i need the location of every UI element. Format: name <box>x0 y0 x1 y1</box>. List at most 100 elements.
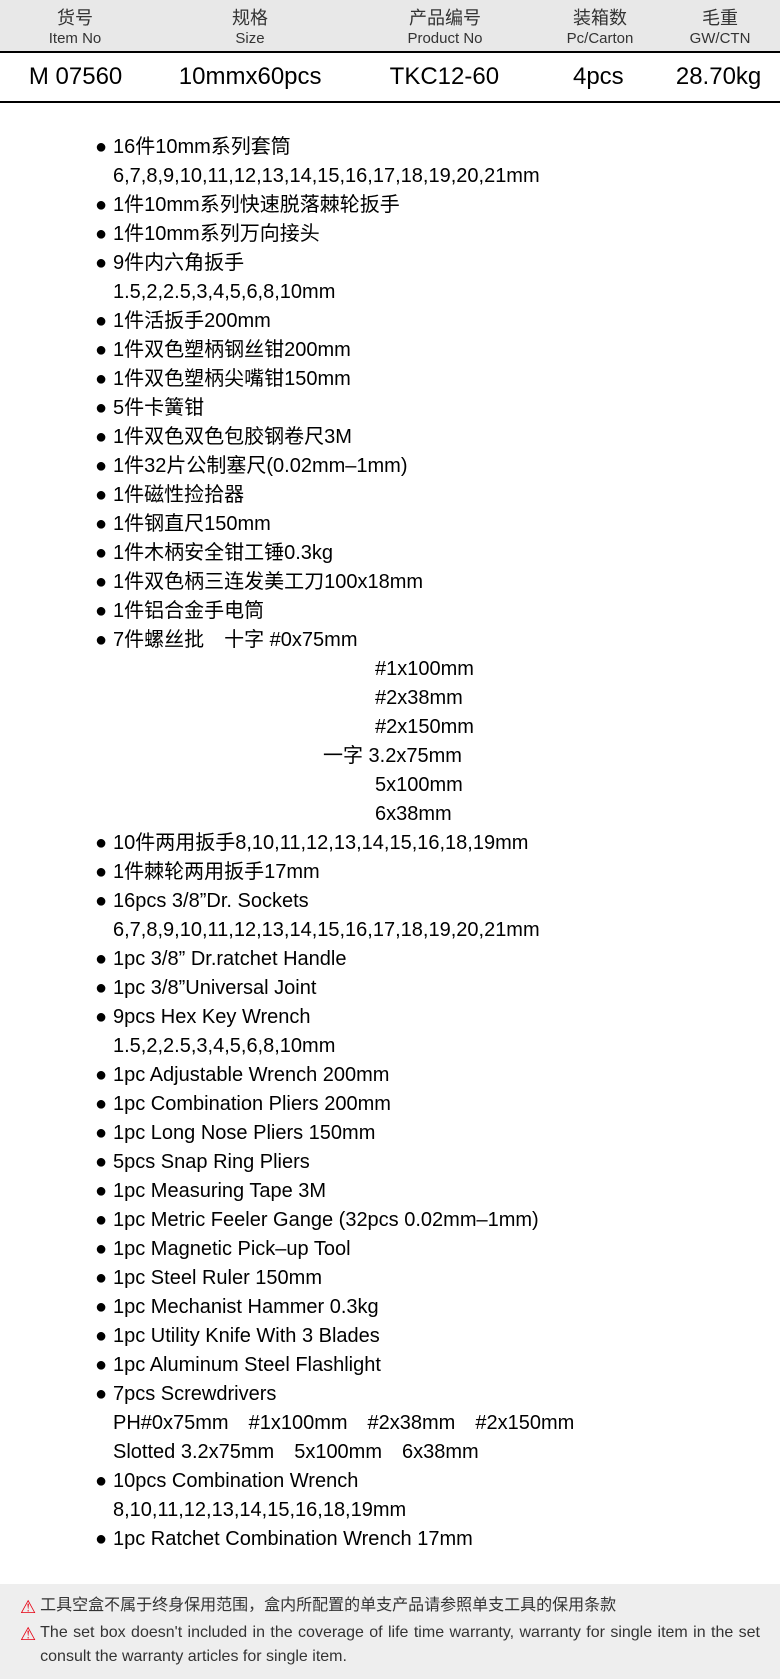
list-item: 6,7,8,9,10,11,12,13,14,15,16,17,18,19,20… <box>95 916 780 945</box>
bullet-icon: ● <box>95 829 113 858</box>
list-item: ●9件内六角扳手 <box>95 249 780 278</box>
list-item: ●5件卡簧钳 <box>95 394 780 423</box>
list-item: ●1pc Adjustable Wrench 200mm <box>95 1061 780 1090</box>
bullet-icon: ● <box>95 133 113 162</box>
list-item: ●16件10mm系列套筒 <box>95 133 780 162</box>
bullet-icon: ● <box>95 974 113 1003</box>
list-item: ●1件32片公制塞尺(0.02mm–1mm) <box>95 452 780 481</box>
list-item: ●5pcs Snap Ring Pliers <box>95 1148 780 1177</box>
bullet-icon: ● <box>95 365 113 394</box>
bullet-icon: ● <box>95 249 113 278</box>
list-item: ●1件活扳手200mm <box>95 307 780 336</box>
bullet-icon: ● <box>95 220 113 249</box>
list-item: ●1pc Aluminum Steel Flashlight <box>95 1351 780 1380</box>
bullet-icon: ● <box>95 626 113 655</box>
bullet-icon: ● <box>95 1090 113 1119</box>
bullet-icon: ● <box>95 1003 113 1032</box>
footer-warranty: ⚠ 工具空盒不属于终身保用范围，盒内所配置的单支产品请参照单支工具的保用条款 ⚠… <box>0 1584 780 1679</box>
list-item: ●1pc Mechanist Hammer 0.3kg <box>95 1293 780 1322</box>
list-item: ●1件10mm系列万向接头 <box>95 220 780 249</box>
bullet-icon: ● <box>95 945 113 974</box>
list-item: 1.5,2,2.5,3,4,5,6,8,10mm <box>95 1032 780 1061</box>
list-item: ●1件棘轮两用扳手17mm <box>95 858 780 887</box>
list-item: ●1件10mm系列快速脱落棘轮扳手 <box>95 191 780 220</box>
bullet-icon: ● <box>95 481 113 510</box>
list-item: #2x150mm <box>95 713 780 742</box>
value-gw: 28.70kg <box>659 55 778 99</box>
list-item: ●1pc 3/8” Dr.ratchet Handle <box>95 945 780 974</box>
spec-header-table: 货号 Item No 规格 Size 产品编号 Product No 装箱数 P… <box>0 0 780 51</box>
list-item: 6,7,8,9,10,11,12,13,14,15,16,17,18,19,20… <box>95 162 780 191</box>
value-item-no: M 07560 <box>2 55 149 99</box>
list-item: ●1pc Long Nose Pliers 150mm <box>95 1119 780 1148</box>
bullet-icon: ● <box>95 1177 113 1206</box>
list-item: 5x100mm <box>95 771 780 800</box>
bullet-icon: ● <box>95 1148 113 1177</box>
bullet-icon: ● <box>95 307 113 336</box>
list-item: PH#0x75mm #1x100mm #2x38mm #2x150mm <box>95 1409 780 1438</box>
list-item: ●1件钢直尺150mm <box>95 510 780 539</box>
list-item: ●1pc Utility Knife With 3 Blades <box>95 1322 780 1351</box>
list-item: ●1件双色双色包胶钢卷尺3M <box>95 423 780 452</box>
list-item: ●1pc Metric Feeler Gange (32pcs 0.02mm–1… <box>95 1206 780 1235</box>
list-item: ●7件螺丝批 十字 #0x75mm <box>95 626 780 655</box>
bullet-icon: ● <box>95 1351 113 1380</box>
list-item: ●16pcs 3/8”Dr. Sockets <box>95 887 780 916</box>
bullet-icon: ● <box>95 597 113 626</box>
list-item: Slotted 3.2x75mm 5x100mm 6x38mm <box>95 1438 780 1467</box>
bullet-icon: ● <box>95 394 113 423</box>
warning-icon: ⚠ <box>20 1621 36 1648</box>
value-product-no: TKC12-60 <box>351 55 537 99</box>
list-item: ●1件双色柄三连发美工刀100x18mm <box>95 568 780 597</box>
list-item: ●1件磁性捡拾器 <box>95 481 780 510</box>
list-item: 1.5,2,2.5,3,4,5,6,8,10mm <box>95 278 780 307</box>
bullet-icon: ● <box>95 423 113 452</box>
bullet-icon: ● <box>95 1061 113 1090</box>
bullet-icon: ● <box>95 1293 113 1322</box>
list-item: ●1pc Steel Ruler 150mm <box>95 1264 780 1293</box>
bullet-icon: ● <box>95 539 113 568</box>
header-size: 规格 Size <box>150 0 350 51</box>
bullet-icon: ● <box>95 1235 113 1264</box>
warning-icon: ⚠ <box>20 1594 36 1621</box>
list-item: #1x100mm <box>95 655 780 684</box>
list-item: ●9pcs Hex Key Wrench <box>95 1003 780 1032</box>
list-item: ●1件双色塑柄尖嘴钳150mm <box>95 365 780 394</box>
bullet-icon: ● <box>95 1119 113 1148</box>
list-item: #2x38mm <box>95 684 780 713</box>
list-item: ●10件两用扳手8,10,11,12,13,14,15,16,18,19mm <box>95 829 780 858</box>
list-item: ●7pcs Screwdrivers <box>95 1380 780 1409</box>
value-carton: 4pcs <box>540 55 658 99</box>
bullet-icon: ● <box>95 1322 113 1351</box>
list-item: ●1件铝合金手电筒 <box>95 597 780 626</box>
bullet-icon: ● <box>95 858 113 887</box>
bullet-icon: ● <box>95 1380 113 1409</box>
bullet-icon: ● <box>95 1525 113 1554</box>
list-item: ●1件木柄安全钳工锤0.3kg <box>95 539 780 568</box>
list-item: ●1pc Magnetic Pick–up Tool <box>95 1235 780 1264</box>
header-item-no: 货号 Item No <box>0 0 150 51</box>
bullet-icon: ● <box>95 336 113 365</box>
bullet-icon: ● <box>95 452 113 481</box>
bullet-icon: ● <box>95 1467 113 1496</box>
bullet-icon: ● <box>95 1206 113 1235</box>
list-item: 8,10,11,12,13,14,15,16,18,19mm <box>95 1496 780 1525</box>
list-item: ●1pc Measuring Tape 3M <box>95 1177 780 1206</box>
spec-data-row: M 07560 10mmx60pcs TKC12-60 4pcs 28.70kg <box>0 51 780 103</box>
warranty-en: ⚠ The set box doesn't included in the co… <box>20 1621 760 1669</box>
list-item: 一字 3.2x75mm <box>95 742 780 771</box>
bullet-icon: ● <box>95 1264 113 1293</box>
header-gw: 毛重 GW/CTN <box>660 0 780 51</box>
content-list: ●16件10mm系列套筒6,7,8,9,10,11,12,13,14,15,16… <box>0 103 780 1584</box>
bullet-icon: ● <box>95 191 113 220</box>
header-product-no: 产品编号 Product No <box>350 0 540 51</box>
warranty-cn: ⚠ 工具空盒不属于终身保用范围，盒内所配置的单支产品请参照单支工具的保用条款 <box>20 1594 760 1621</box>
bullet-icon: ● <box>95 568 113 597</box>
list-item: ●1pc Combination Pliers 200mm <box>95 1090 780 1119</box>
list-item: 6x38mm <box>95 800 780 829</box>
list-item: ●10pcs Combination Wrench <box>95 1467 780 1496</box>
list-item: ●1pc 3/8”Universal Joint <box>95 974 780 1003</box>
header-carton: 装箱数 Pc/Carton <box>540 0 660 51</box>
bullet-icon: ● <box>95 510 113 539</box>
bullet-icon: ● <box>95 887 113 916</box>
